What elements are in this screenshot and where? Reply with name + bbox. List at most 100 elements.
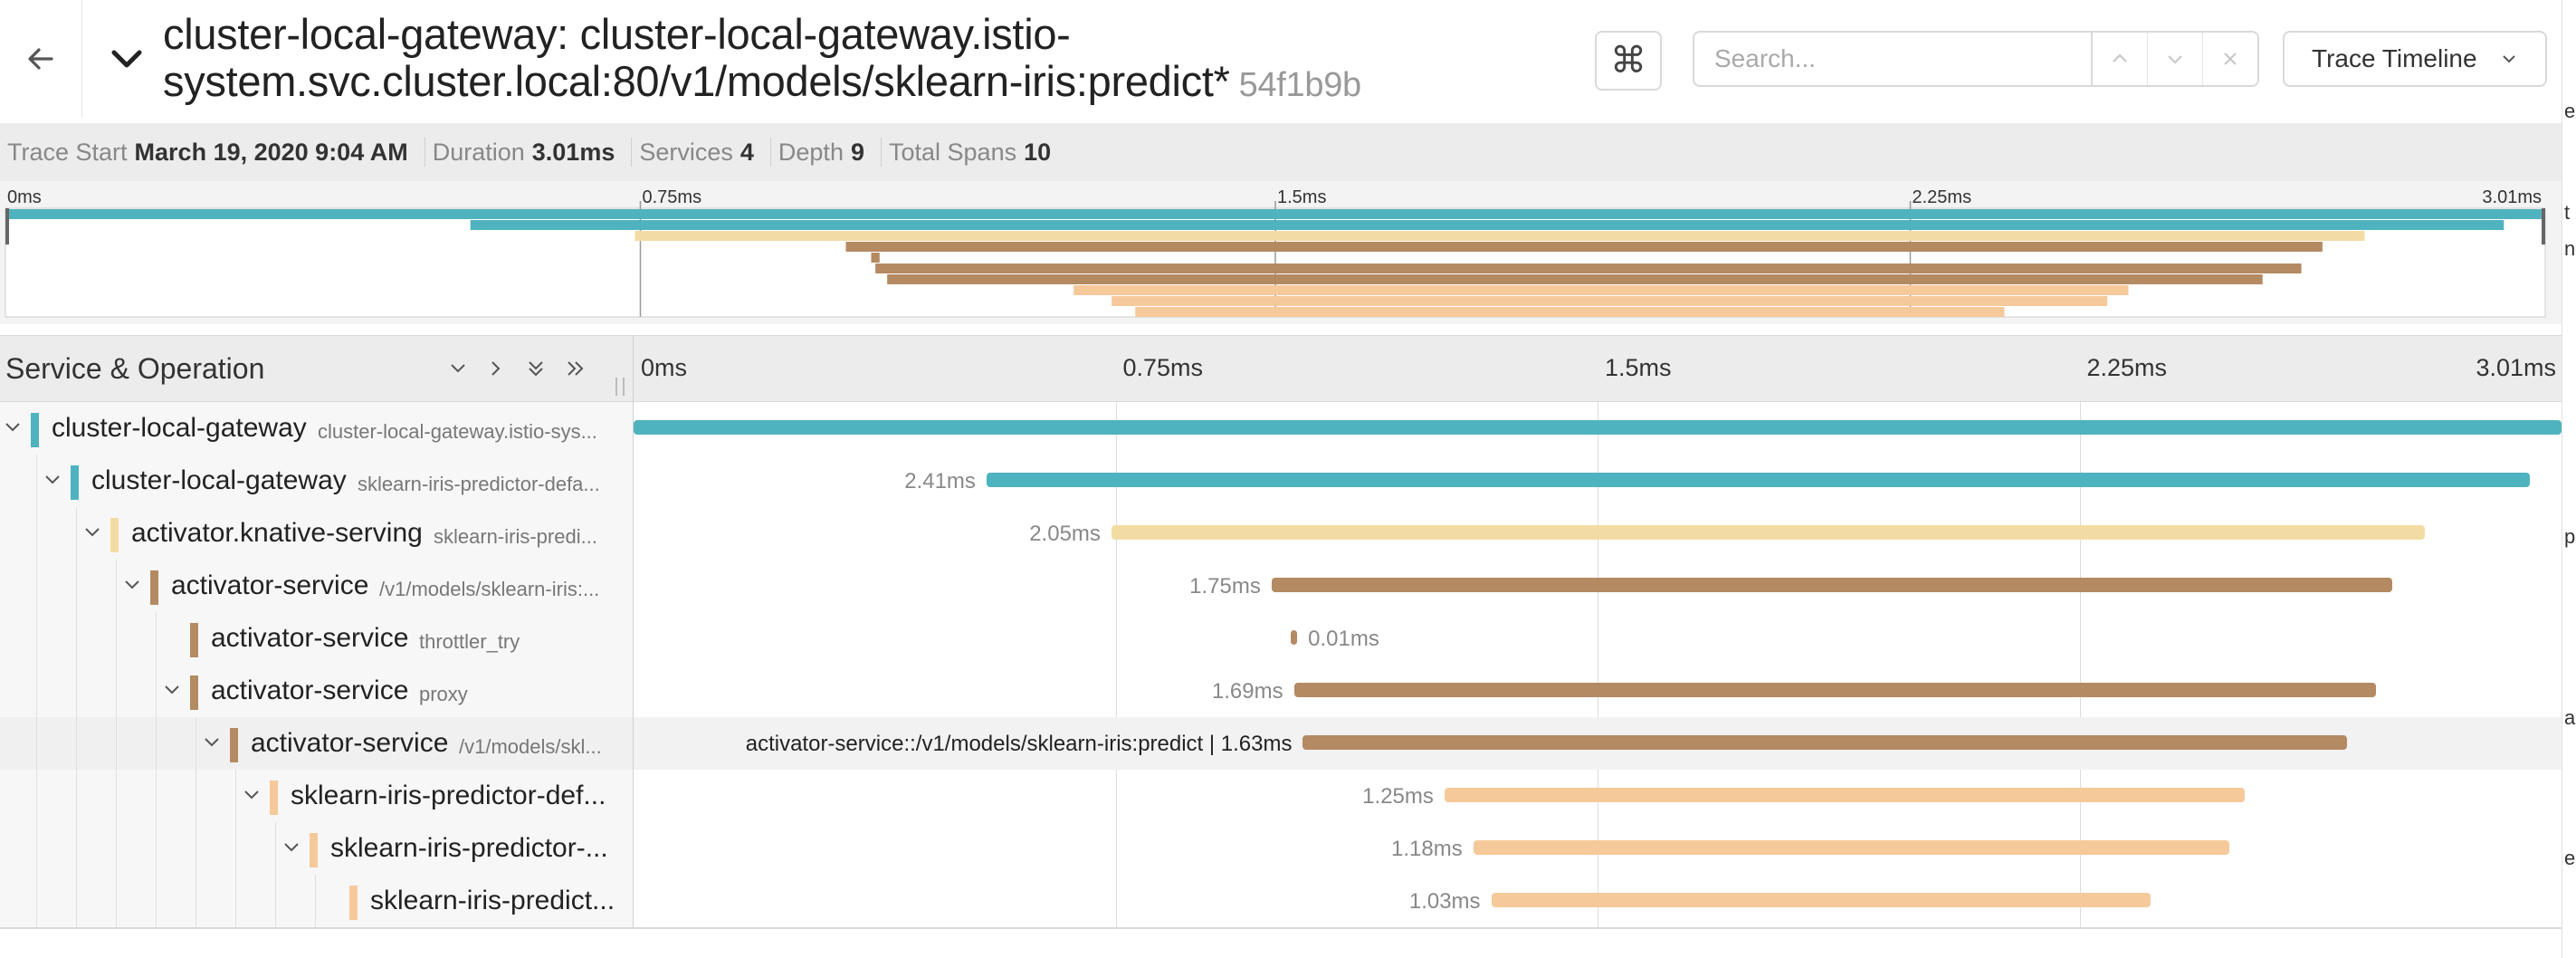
expand-all-button[interactable] xyxy=(520,352,552,385)
span-row[interactable]: sklearn-iris-predictor-def... 1.25ms xyxy=(0,770,2562,822)
span-bar[interactable] xyxy=(1473,840,2229,855)
service-operation-title: Service & Operation xyxy=(5,352,265,385)
span-timeline-cell[interactable] xyxy=(634,402,2562,455)
trace-minimap[interactable]: 0ms 0.75ms 1.5ms 2.25ms 3.01ms xyxy=(0,181,2562,324)
span-operation-name: proxy xyxy=(419,683,468,705)
search-input[interactable] xyxy=(1693,31,2091,87)
clear-search-button[interactable] xyxy=(2202,33,2257,85)
span-bar[interactable] xyxy=(634,420,2562,435)
chevron-down-icon xyxy=(125,580,139,589)
adjacent-window-text: en xyxy=(2564,100,2576,122)
span-bar[interactable] xyxy=(1444,788,2246,802)
span-toggle-button[interactable] xyxy=(0,415,25,440)
span-row[interactable]: activator-service proxy 1.69ms xyxy=(0,665,2562,717)
span-name-cell[interactable]: activator-service proxy xyxy=(0,665,634,717)
minimap-span-bar xyxy=(875,263,2302,273)
span-name-cell[interactable]: sklearn-iris-predict... xyxy=(0,875,634,927)
summary-label: Depth xyxy=(778,138,844,166)
span-name-cell[interactable]: activator-service/v1/models/skl... xyxy=(0,717,634,770)
span-name-cell[interactable]: activator.knative-serving sklearn-iris-pr… xyxy=(0,507,634,560)
span-toggle-button[interactable] xyxy=(159,677,185,703)
span-row[interactable]: sklearn-iris-predictor-... 1.18ms xyxy=(0,822,2562,875)
next-result-button[interactable] xyxy=(2147,33,2202,85)
expand-one-level-button[interactable] xyxy=(442,352,474,385)
span-duration-label: 2.05ms xyxy=(1029,522,1101,546)
back-button[interactable] xyxy=(0,0,82,118)
minimap-right-handle[interactable] xyxy=(2542,208,2545,244)
chevron-right-icon xyxy=(491,361,501,376)
minimap-left-handle[interactable] xyxy=(5,208,9,244)
summary-label: Total Spans xyxy=(889,138,1017,166)
prev-result-button[interactable] xyxy=(2093,33,2147,85)
indent-guide xyxy=(36,822,37,875)
span-bar[interactable] xyxy=(986,473,2531,487)
service-color-indicator xyxy=(190,623,198,657)
span-row[interactable]: cluster-local-gateway sklearn-iris-predic… xyxy=(0,455,2562,507)
chevron-up-icon xyxy=(2113,53,2127,62)
span-row[interactable]: activator.knative-serving sklearn-iris-pr… xyxy=(0,507,2562,560)
chevron-down-icon xyxy=(165,685,179,695)
timeline-header-left: Service & Operation xyxy=(0,336,634,401)
span-row[interactable]: activator-service throttler_try 0.01ms xyxy=(0,612,2562,665)
span-timeline-cell[interactable]: 1.69ms xyxy=(634,665,2562,717)
span-timeline-cell[interactable]: 1.25ms xyxy=(634,770,2562,822)
column-resize-handle[interactable] xyxy=(615,378,625,396)
summary-duration: Duration 3.01ms xyxy=(425,138,633,167)
close-icon xyxy=(2224,53,2237,65)
span-operation-name: sklearn-iris-predi... xyxy=(434,525,597,548)
indent-guide xyxy=(156,612,157,665)
span-bar[interactable] xyxy=(1271,578,2393,592)
minimap-canvas[interactable]: 0ms 0.75ms 1.5ms 2.25ms 3.01ms xyxy=(0,181,2562,324)
span-bar[interactable] xyxy=(1293,683,2377,697)
span-toggle-button[interactable] xyxy=(239,782,264,808)
span-service-name: cluster-local-gateway xyxy=(52,413,307,443)
span-row[interactable]: activator-service/v1/models/sklearn-iris… xyxy=(0,560,2562,612)
keyboard-shortcuts-button[interactable]: ⌘ xyxy=(1595,31,1662,91)
span-name-cell[interactable]: activator-service/v1/models/sklearn-iris… xyxy=(0,560,634,612)
span-row[interactable]: cluster-local-gateway cluster-local-gatew… xyxy=(0,402,2562,455)
span-toggle-button[interactable] xyxy=(279,835,304,860)
span-operation-name: /v1/models/skl... xyxy=(459,735,602,758)
span-timeline-cell[interactable]: 0.01ms xyxy=(634,612,2562,665)
span-timeline-cell[interactable]: 2.05ms xyxy=(634,507,2562,560)
summary-depth: Depth 9 xyxy=(771,138,882,167)
span-toggle-button[interactable] xyxy=(40,467,65,493)
span-timeline-cell[interactable]: 1.18ms xyxy=(634,822,2562,875)
span-name-cell[interactable]: cluster-local-gateway sklearn-iris-predic… xyxy=(0,455,634,507)
minimap-span-bar xyxy=(887,274,2263,284)
chevron-down-icon xyxy=(284,843,299,852)
span-row[interactable]: activator-service/v1/models/skl... activa… xyxy=(0,717,2562,770)
span-toggle-button[interactable] xyxy=(80,520,105,545)
service-color-indicator xyxy=(110,518,119,552)
span-timeline-cell[interactable]: 1.03ms xyxy=(634,875,2562,927)
span-bar[interactable] xyxy=(1491,893,2151,907)
indent-guide xyxy=(76,507,77,560)
chevron-down-icon xyxy=(451,364,465,373)
minimap-tick-label: 2.25ms xyxy=(1913,187,1972,207)
minimap-tick-label: 1.5ms xyxy=(1277,187,1326,207)
span-service-name: sklearn-iris-predict... xyxy=(370,886,615,915)
span-toggle-button[interactable] xyxy=(199,730,224,755)
span-bar[interactable] xyxy=(1111,525,2425,540)
span-bar[interactable] xyxy=(1291,630,1298,645)
span-service-name: activator.knative-serving xyxy=(131,518,423,548)
collapse-one-level-button[interactable] xyxy=(480,352,512,385)
collapse-all-button[interactable] xyxy=(559,352,592,385)
span-timeline-cell[interactable]: 1.75ms xyxy=(634,560,2562,612)
collapse-header-toggle[interactable] xyxy=(107,40,147,84)
trace-header: cluster-local-gateway: cluster-local-gat… xyxy=(0,0,2562,123)
span-timeline-cell[interactable]: 2.41ms xyxy=(634,455,2562,507)
span-timeline-cell[interactable]: activator-service::/v1/models/sklearn-ir… xyxy=(634,717,2562,770)
span-name-cell[interactable]: sklearn-iris-predictor-... xyxy=(0,822,634,875)
view-mode-select[interactable]: Trace Timeline xyxy=(2283,31,2547,87)
span-toggle-button[interactable] xyxy=(119,572,145,598)
span-name-cell[interactable]: cluster-local-gateway cluster-local-gatew… xyxy=(0,402,634,455)
span-name-cell[interactable]: sklearn-iris-predictor-def... xyxy=(0,770,634,822)
indent-guide xyxy=(36,507,37,560)
span-row[interactable]: sklearn-iris-predict... 1.03ms xyxy=(0,875,2562,927)
span-name-cell[interactable]: activator-service throttler_try xyxy=(0,612,634,665)
service-color-indicator xyxy=(71,465,79,500)
indent-guide xyxy=(116,770,117,822)
span-bar[interactable] xyxy=(1302,735,2347,750)
span-service-name: cluster-local-gateway xyxy=(91,465,347,495)
